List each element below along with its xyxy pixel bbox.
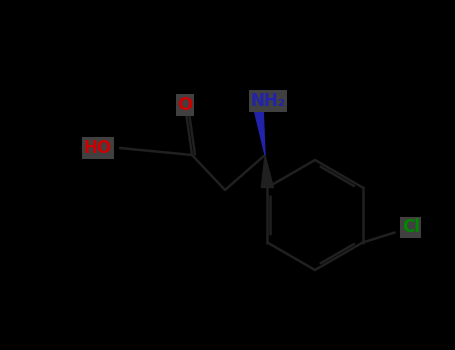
Text: HO: HO [84,139,112,157]
Text: NH₂: NH₂ [251,92,285,110]
Polygon shape [253,105,265,155]
Text: Cl: Cl [402,218,420,237]
Polygon shape [261,155,273,188]
Text: O: O [177,96,192,114]
